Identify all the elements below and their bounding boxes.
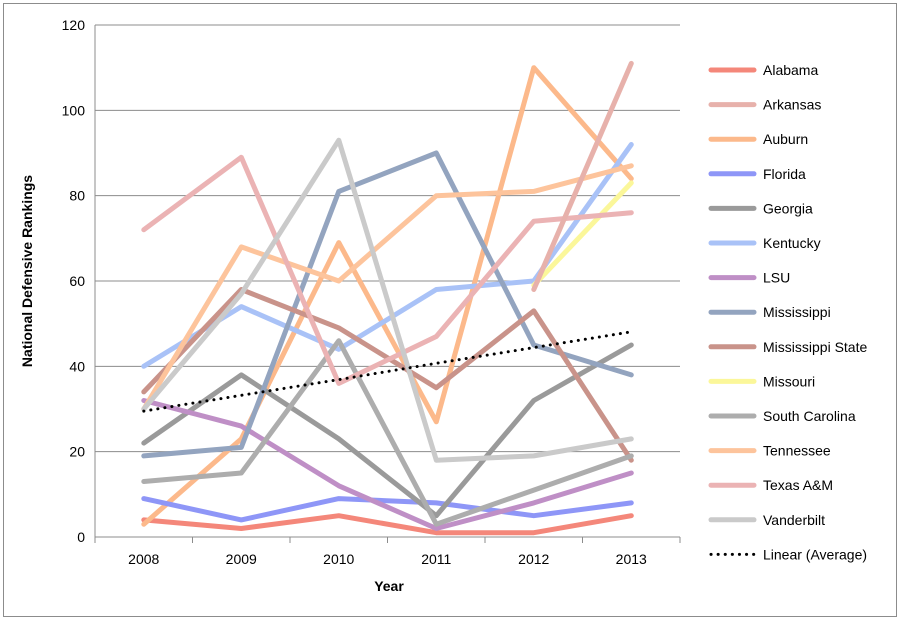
legend-item-linear-average: Linear (Average) bbox=[709, 546, 867, 562]
legend-item-vanderbilt: Vanderbilt bbox=[708, 512, 825, 528]
y-tick-label: 20 bbox=[69, 444, 85, 460]
legend-item-mississippi: Mississippi bbox=[708, 304, 831, 320]
series-line-lsu bbox=[141, 398, 634, 531]
series-line-alabama bbox=[141, 513, 634, 536]
y-tick-label: 0 bbox=[77, 529, 85, 545]
x-tick-label: 2012 bbox=[518, 551, 549, 567]
series-line-south-carolina bbox=[141, 338, 634, 527]
legend-item-lsu: LSU bbox=[708, 270, 790, 286]
series-line-tennessee bbox=[141, 163, 634, 412]
series-line-vanderbilt bbox=[141, 137, 634, 463]
legend-item-alabama: Alabama bbox=[708, 62, 818, 78]
x-axis-title: Year bbox=[374, 578, 404, 594]
legend-item-georgia: Georgia bbox=[708, 200, 813, 216]
legend-item-south-carolina: South Carolina bbox=[708, 408, 856, 424]
series-lines bbox=[141, 60, 634, 536]
legend-label: South Carolina bbox=[763, 408, 856, 424]
legend-label: Texas A&M bbox=[763, 477, 833, 493]
legend-label: Missouri bbox=[763, 373, 815, 389]
legend-item-texas-aandm: Texas A&M bbox=[708, 477, 833, 493]
x-tick-label: 2013 bbox=[616, 551, 647, 567]
gridlines bbox=[94, 24, 681, 543]
x-tick-label: 2008 bbox=[128, 551, 159, 567]
legend-item-florida: Florida bbox=[708, 166, 806, 182]
series-line-texas-aandm bbox=[141, 154, 634, 386]
legend-label: Alabama bbox=[763, 62, 818, 78]
y-axis-title: National Defensive Rankings bbox=[19, 175, 35, 367]
legend-item-mississippi-state: Mississippi State bbox=[708, 339, 867, 355]
legend-label: Vanderbilt bbox=[763, 512, 825, 528]
y-tick-label: 100 bbox=[62, 102, 86, 118]
legend-item-tennessee: Tennessee bbox=[708, 443, 831, 459]
legend-label: Arkansas bbox=[763, 97, 821, 113]
legend-item-auburn: Auburn bbox=[708, 131, 808, 147]
x-tick-label: 2009 bbox=[226, 551, 257, 567]
y-tick-labels: 0 20 40 60 80 100 120 bbox=[62, 17, 86, 545]
y-tick-label: 60 bbox=[69, 273, 85, 289]
line-chart: 0 20 40 60 80 100 120 2008 2009 2010 2011 2012 2013… bbox=[19, 17, 867, 594]
series-line-georgia bbox=[141, 342, 634, 519]
legend-label: Auburn bbox=[763, 131, 808, 147]
x-tick-label: 2010 bbox=[323, 551, 354, 567]
x-tick-label: 2011 bbox=[421, 551, 451, 567]
chart-frame: 0 20 40 60 80 100 120 2008 2009 2010 2011 2012 2013… bbox=[3, 3, 897, 617]
legend-label: Georgia bbox=[763, 200, 813, 216]
legend-item-arkansas: Arkansas bbox=[708, 97, 821, 113]
legend-label: Linear (Average) bbox=[763, 546, 867, 562]
legend-label: Tennessee bbox=[763, 443, 831, 459]
series-line-mississippi bbox=[141, 150, 634, 459]
series-line-missouri bbox=[531, 180, 634, 288]
series-line-auburn bbox=[141, 65, 634, 527]
y-tick-label: 80 bbox=[69, 188, 85, 204]
y-tick-label: 120 bbox=[62, 17, 86, 33]
series-line-florida bbox=[141, 496, 634, 523]
x-tick-labels: 2008 2009 2010 2011 2012 2013 bbox=[128, 551, 647, 567]
legend-label: Florida bbox=[763, 166, 806, 182]
y-tick-label: 40 bbox=[69, 358, 85, 374]
legend-item-missouri: Missouri bbox=[708, 373, 815, 389]
legend-label: LSU bbox=[763, 270, 790, 286]
trendline bbox=[142, 330, 633, 413]
series-line-segment bbox=[531, 60, 634, 292]
legend: Alabama Arkansas Auburn Florida Georgia Kentu… bbox=[708, 62, 867, 562]
legend-label: Mississippi State bbox=[763, 339, 867, 355]
legend-item-kentucky: Kentucky bbox=[708, 235, 821, 251]
legend-label: Kentucky bbox=[763, 235, 821, 251]
legend-label: Mississippi bbox=[763, 304, 831, 320]
